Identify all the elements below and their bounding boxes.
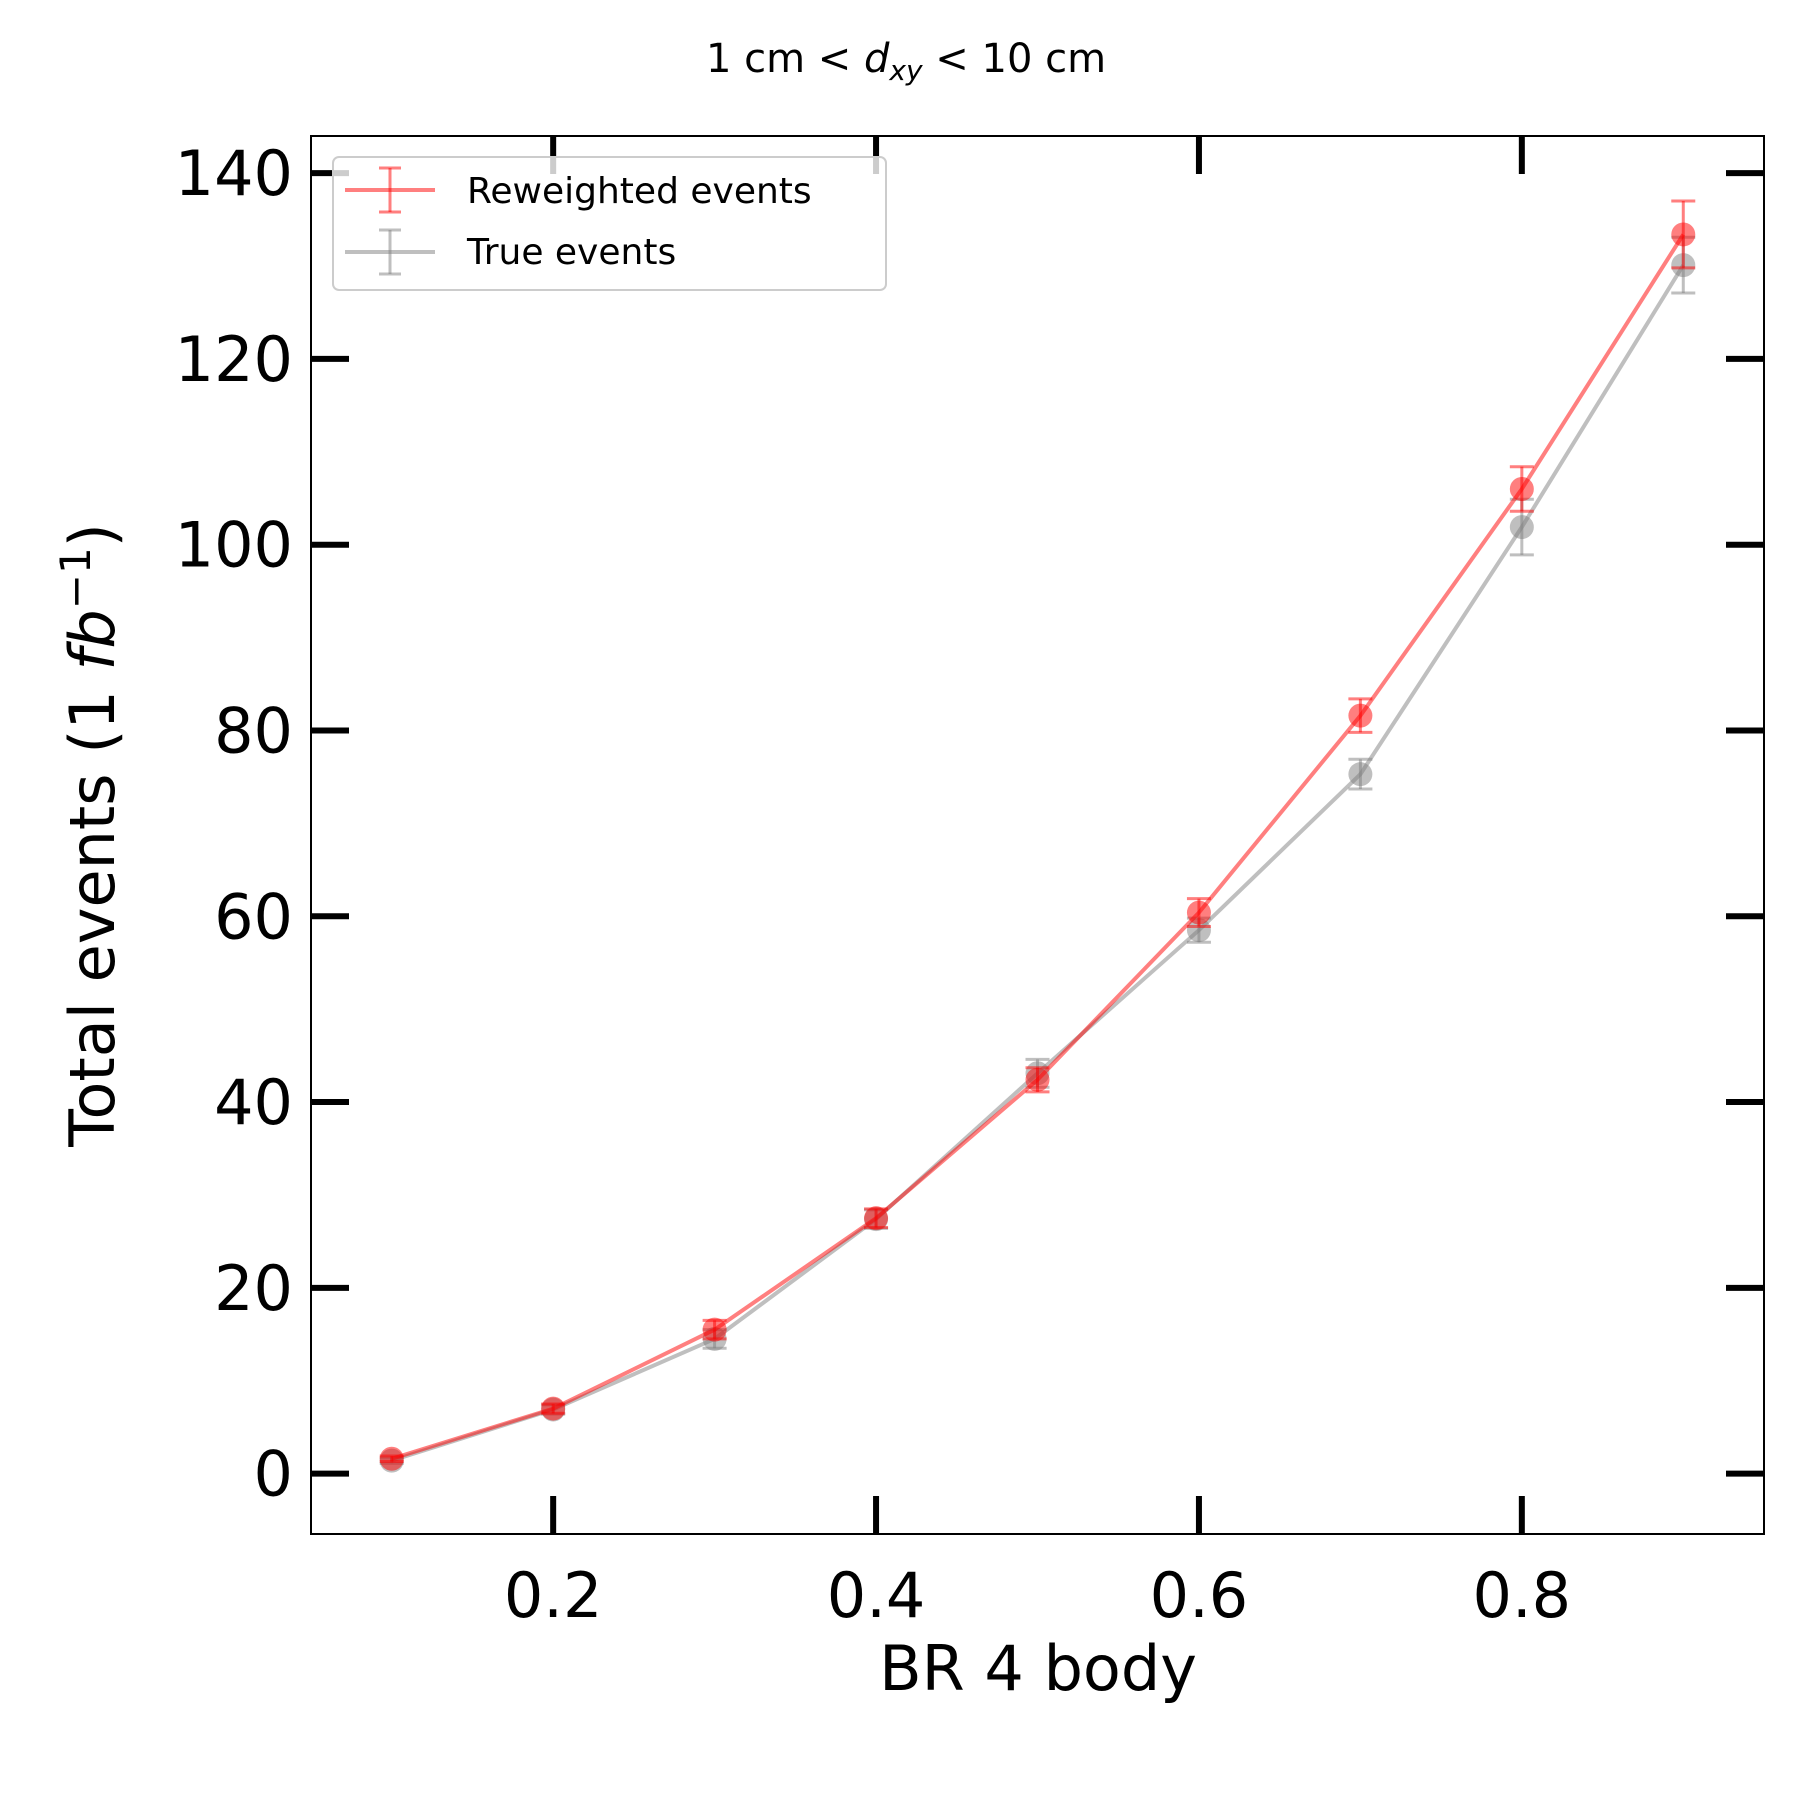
legend-entry-true: True events <box>345 228 676 276</box>
y-axis-label-close: ) <box>56 523 129 547</box>
chart-title-sub: xy <box>888 54 923 87</box>
x-axis-label: BR 4 body <box>879 1632 1197 1705</box>
y-tick-label: 0 <box>254 1438 293 1511</box>
y-axis-label-sup: −1 <box>51 547 100 609</box>
x-tick-label: 0.2 <box>504 1559 603 1632</box>
chart-title: 1 cm < dxy < 10 cm <box>706 36 1106 87</box>
data-point <box>379 1446 404 1471</box>
series-layer <box>379 199 1696 1473</box>
data-point <box>1509 476 1534 501</box>
x-tick-label: 0.8 <box>1473 1559 1572 1632</box>
data-point <box>1509 515 1534 540</box>
legend: Reweighted events True events <box>332 156 887 291</box>
legend-label-reweighted: Reweighted events <box>467 171 812 212</box>
axis-ticks: 0.2 0.4 0.6 0.8 0 20 40 60 80 100 120 140 <box>175 136 1764 1632</box>
y-tick-label: 80 <box>214 694 293 767</box>
y-tick-label: 140 <box>175 137 293 210</box>
x-tick-label: 0.4 <box>827 1559 926 1632</box>
y-axis-label-text: Total events (1 <box>56 670 129 1147</box>
series-line <box>391 264 1686 1463</box>
y-tick-label: 40 <box>214 1066 293 1139</box>
plot-frame <box>310 135 1765 1535</box>
y-tick-label: 20 <box>214 1252 293 1325</box>
data-point <box>1348 703 1373 728</box>
legend-box <box>332 156 887 291</box>
legend-label-true: True events <box>466 232 676 273</box>
chart-title-var: d <box>864 36 890 82</box>
chart-title-suffix: < 10 cm <box>923 36 1107 82</box>
chart-title-prefix: 1 cm < <box>706 36 864 82</box>
data-point <box>1186 900 1211 925</box>
data-point <box>1348 762 1373 787</box>
data-point <box>541 1396 566 1421</box>
y-axis-label: Total events (1 fb−1) <box>51 523 129 1148</box>
series-line <box>391 233 1685 1461</box>
data-point <box>864 1206 889 1231</box>
y-axis-label-unit: fb <box>56 609 129 670</box>
data-point <box>702 1317 727 1342</box>
y-tick-label: 100 <box>175 509 293 582</box>
x-tick-label: 0.6 <box>1150 1559 1249 1632</box>
data-point <box>1671 222 1696 247</box>
data-point <box>1186 918 1211 943</box>
y-tick-label: 120 <box>175 323 293 396</box>
legend-entry-reweighted: Reweighted events <box>345 166 812 214</box>
y-tick-label: 60 <box>214 880 293 953</box>
series-reweighted <box>379 199 1696 1471</box>
data-point <box>1025 1067 1050 1092</box>
series-true <box>379 235 1696 1473</box>
